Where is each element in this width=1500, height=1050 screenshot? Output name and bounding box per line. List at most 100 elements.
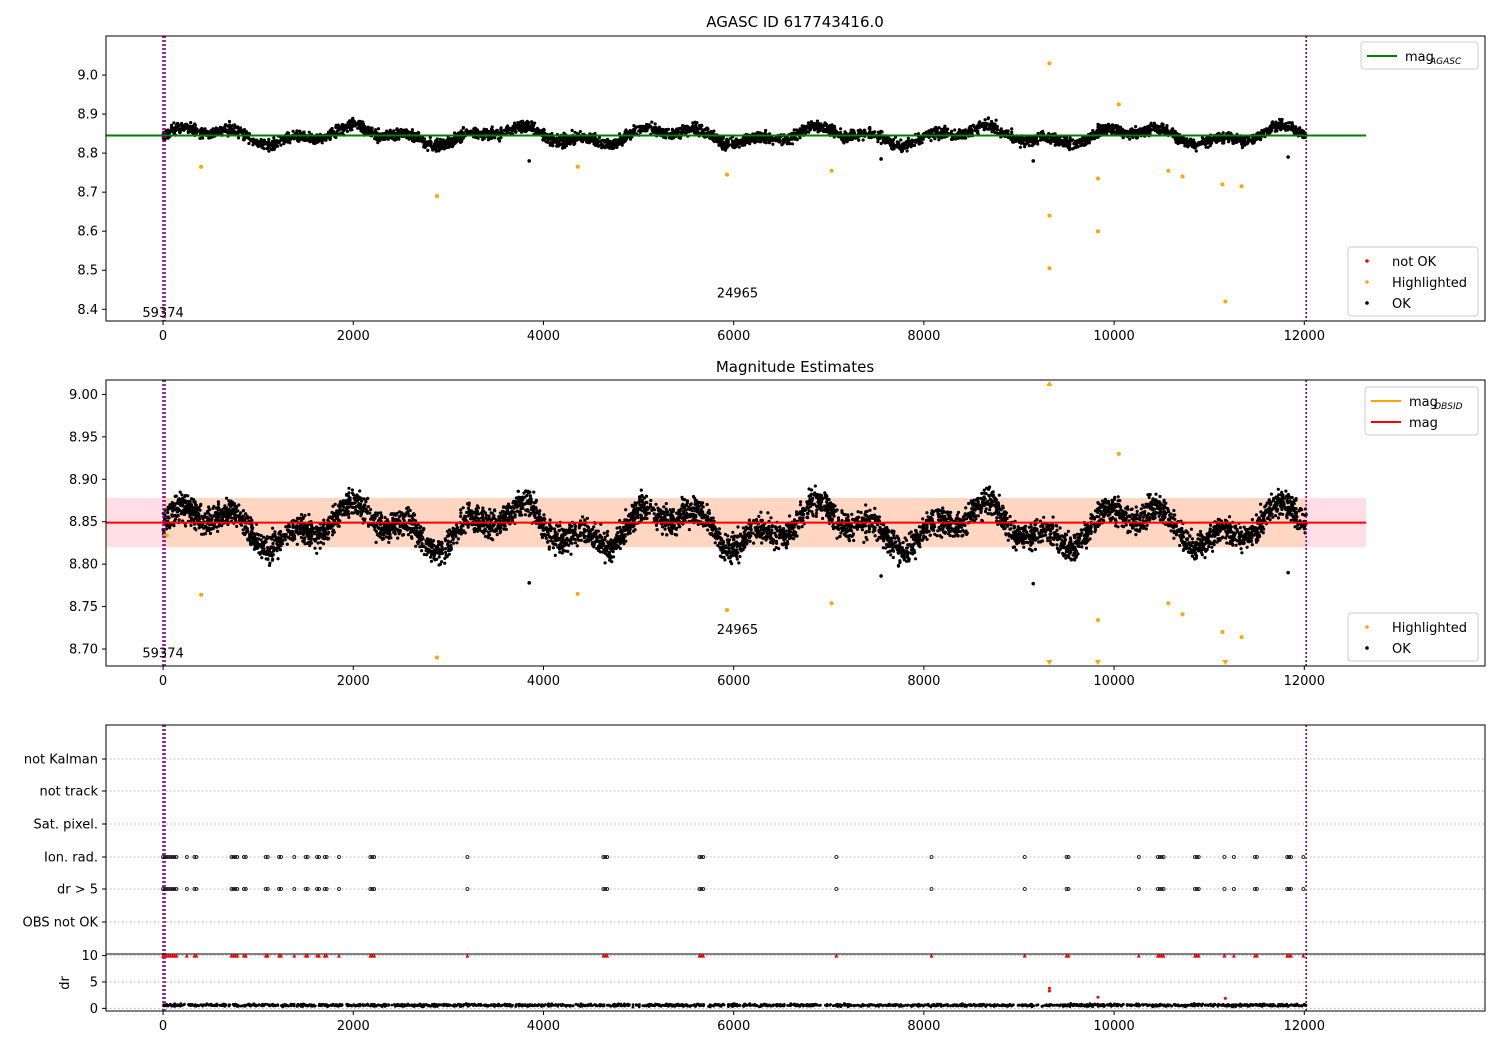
ok-point	[1256, 131, 1260, 135]
y-tick-label: 8.7	[77, 186, 98, 201]
ok-point	[821, 124, 825, 128]
ok-point	[1300, 128, 1304, 132]
ok-point	[270, 148, 274, 152]
ok-point	[181, 127, 185, 131]
ok-point	[980, 124, 985, 128]
ok-point	[697, 124, 702, 128]
ok-point	[895, 145, 899, 149]
ok-point	[227, 119, 232, 124]
ok-point	[1022, 142, 1026, 146]
ok-point	[790, 137, 795, 141]
ok-point	[551, 138, 555, 142]
x-tick-label: 8000	[907, 329, 940, 344]
ok-point	[1174, 140, 1178, 144]
ok-point	[410, 130, 414, 135]
ok-point	[678, 126, 682, 130]
ok-point	[495, 128, 499, 132]
highlighted-point	[1180, 174, 1185, 179]
ok-point	[287, 138, 291, 142]
ok-point	[538, 509, 542, 513]
ok-point	[783, 140, 787, 144]
ok-point	[275, 139, 279, 143]
ok-point	[883, 140, 887, 144]
ok-point	[247, 141, 251, 146]
ok-point	[657, 125, 661, 129]
ok-point	[632, 124, 636, 128]
ok-point	[660, 128, 664, 132]
ok-point	[1271, 126, 1275, 130]
ok-point	[1062, 139, 1067, 143]
ok-point	[1205, 139, 1209, 143]
highlighted-point	[1239, 184, 1244, 189]
ok-point	[1051, 515, 1055, 519]
ok-point	[320, 141, 324, 145]
ok-point	[448, 142, 452, 146]
ok-point	[1075, 144, 1079, 148]
ok-point	[618, 141, 622, 145]
ok-point	[1293, 131, 1297, 135]
ok-point	[482, 131, 486, 135]
ok-point	[228, 128, 233, 132]
ok-point	[189, 128, 193, 132]
ok-point	[538, 129, 542, 133]
ok-point	[730, 139, 735, 143]
ok-point	[905, 149, 909, 153]
ok-point	[1200, 140, 1204, 144]
ok-point	[937, 138, 941, 142]
ok-point	[1275, 129, 1279, 133]
ok-point	[265, 141, 269, 145]
highlighted-point	[829, 168, 834, 173]
ok-point	[830, 123, 834, 127]
ok-point	[843, 130, 847, 134]
ok-point	[267, 137, 271, 142]
ok-point	[879, 157, 883, 161]
ok-point	[1053, 143, 1057, 147]
ok-point	[798, 130, 802, 134]
ok-point	[663, 130, 667, 134]
ok-point	[1218, 138, 1222, 142]
ok-point	[989, 119, 994, 124]
ok-point	[189, 121, 193, 125]
ok-point	[879, 141, 883, 146]
ok-point	[703, 128, 707, 132]
ok-point	[802, 125, 806, 129]
ok-point	[1046, 140, 1050, 144]
ok-point	[1064, 142, 1068, 146]
ok-point	[392, 137, 396, 141]
ok-point	[1041, 129, 1045, 133]
ok-point	[1080, 142, 1084, 146]
ok-point	[662, 505, 666, 509]
ok-point	[377, 137, 381, 141]
highlighted-point	[434, 194, 439, 199]
ok-point	[913, 143, 917, 147]
ok-point	[370, 130, 374, 134]
ok-point	[573, 130, 577, 134]
highlighted-point	[1220, 182, 1225, 187]
ok-point	[841, 139, 845, 143]
ok-point	[595, 138, 600, 142]
ok-point	[366, 127, 370, 131]
ok-point	[1101, 129, 1105, 133]
ok-point	[581, 140, 585, 144]
ok-point	[623, 130, 627, 134]
ok-point	[1180, 139, 1184, 143]
ok-point	[771, 142, 775, 146]
ok-point	[547, 138, 551, 142]
ok-point	[915, 139, 919, 143]
ok-point	[211, 130, 215, 135]
ok-point	[1251, 136, 1255, 140]
ok-point	[272, 136, 276, 140]
ok-point	[322, 518, 326, 522]
ok-point	[790, 142, 795, 146]
ok-point	[1185, 142, 1189, 146]
ok-point	[461, 136, 465, 140]
ok-point	[1013, 136, 1017, 140]
ok-point	[489, 136, 493, 141]
ok-point	[544, 136, 548, 140]
ok-point	[262, 138, 266, 142]
ok-point	[791, 131, 796, 135]
ok-point	[822, 129, 826, 134]
highlighted-point	[1047, 61, 1052, 66]
ok-point	[313, 141, 317, 145]
